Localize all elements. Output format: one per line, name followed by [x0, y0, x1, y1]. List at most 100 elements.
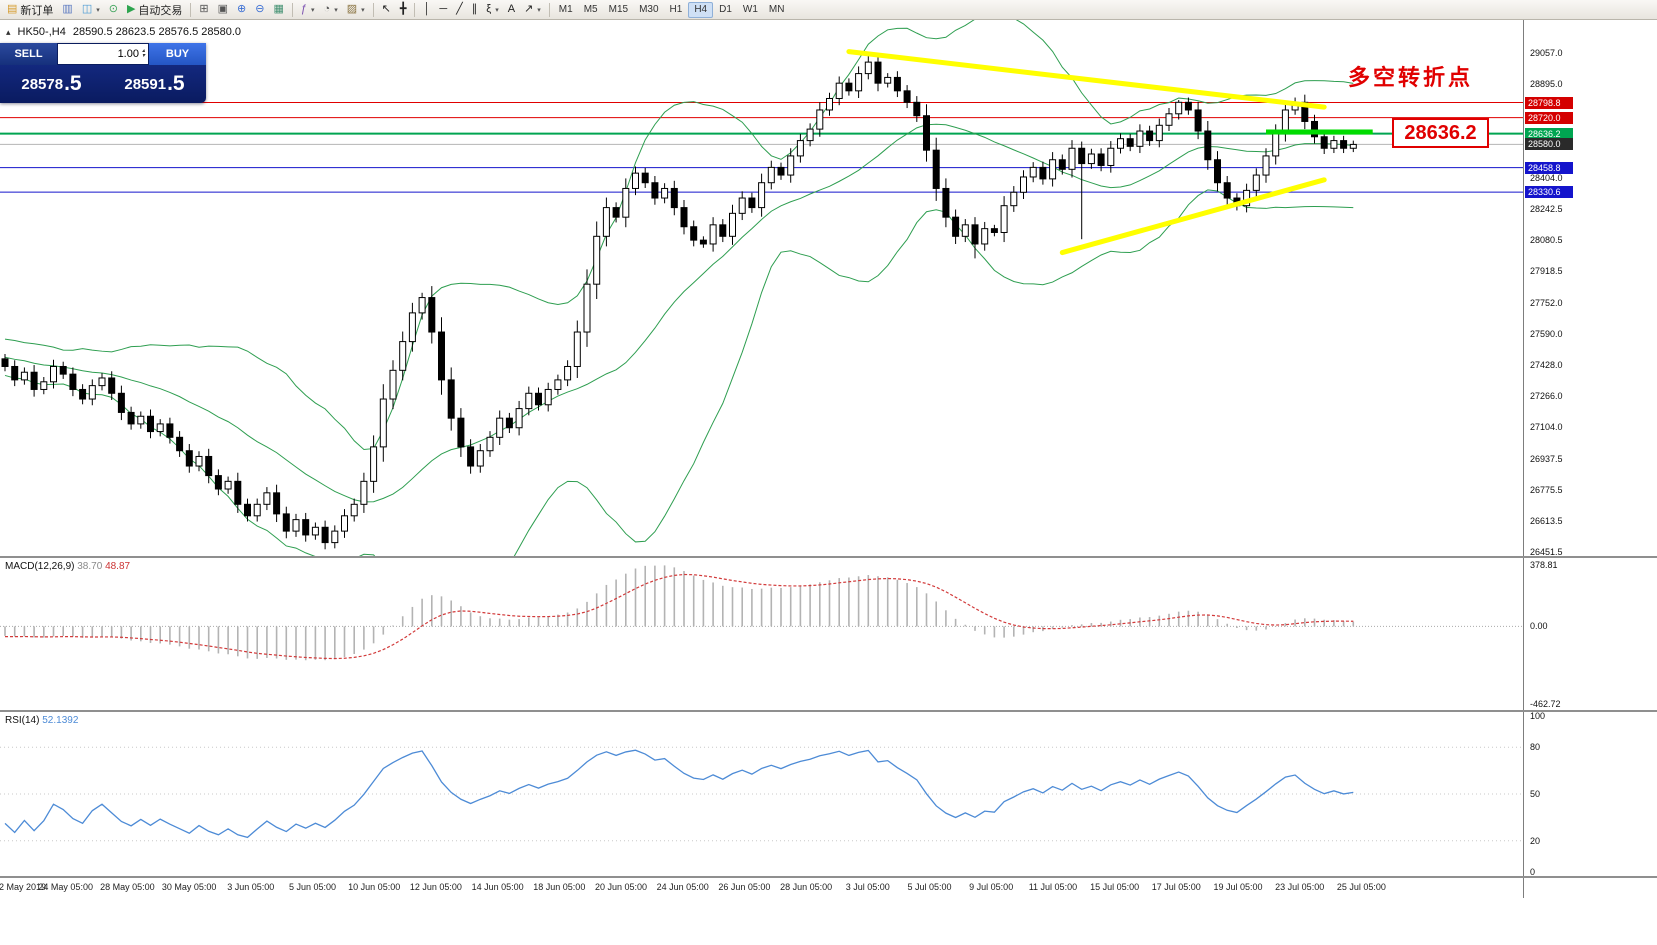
text-label-button[interactable]: A [504, 1, 519, 18]
candle[interactable] [864, 54, 872, 80]
candles-layer[interactable] [1, 53, 1357, 550]
candle[interactable] [932, 137, 940, 201]
candle[interactable] [108, 371, 116, 400]
zoom-out-button[interactable]: ⊖ [251, 1, 268, 18]
candle[interactable] [855, 66, 863, 99]
candle[interactable] [1194, 101, 1202, 140]
candle[interactable] [1010, 186, 1018, 212]
candle[interactable] [282, 506, 290, 539]
candle[interactable] [971, 217, 979, 259]
volume-stepper[interactable]: ▴ ▾ [142, 48, 145, 59]
candle[interactable] [1262, 148, 1270, 183]
candle[interactable] [263, 487, 271, 511]
profiles-button[interactable]: ◫ ▾ [78, 1, 104, 18]
candle[interactable] [1049, 152, 1057, 187]
volume-field[interactable]: 1.00 ▴ ▾ [57, 43, 149, 65]
candle[interactable] [331, 525, 339, 549]
candle[interactable] [40, 377, 48, 395]
candlestick-chart[interactable] [0, 20, 1523, 556]
candle[interactable] [476, 444, 484, 473]
sell-price[interactable]: 28578.5 [0, 65, 103, 103]
candle[interactable] [923, 104, 930, 162]
candle[interactable] [418, 292, 426, 320]
refresh-button[interactable]: ⊙ [105, 1, 122, 18]
candle[interactable] [1155, 118, 1163, 148]
candle[interactable] [137, 411, 145, 429]
candle[interactable] [1029, 162, 1037, 183]
candle[interactable] [835, 76, 843, 106]
candle[interactable] [147, 409, 154, 439]
candle[interactable] [1087, 148, 1095, 169]
candle[interactable] [486, 431, 494, 457]
candle[interactable] [1078, 141, 1086, 240]
candle[interactable] [234, 472, 242, 513]
rsi-panel[interactable]: RSI(14) 52.1392 [0, 712, 1523, 876]
trendline-button[interactable]: ╱ [452, 1, 467, 18]
candle[interactable] [1136, 124, 1144, 154]
candle[interactable] [1214, 151, 1221, 192]
candle[interactable] [253, 498, 261, 522]
candle[interactable] [1349, 140, 1357, 153]
cascade-windows-button[interactable]: ▣ [214, 1, 232, 18]
panel-separator[interactable] [0, 710, 1657, 712]
timeframe-w1-button[interactable]: W1 [742, 4, 758, 15]
candle[interactable] [796, 133, 804, 163]
candle[interactable] [11, 360, 19, 387]
candle[interactable] [20, 367, 28, 385]
candle[interactable] [1175, 100, 1183, 120]
candle[interactable] [1340, 135, 1348, 154]
tile-windows-button[interactable]: ⊞ [195, 1, 212, 18]
candle[interactable] [670, 180, 678, 216]
timeframe-d1-button[interactable]: D1 [719, 4, 732, 15]
candle[interactable] [573, 320, 581, 378]
candle[interactable] [593, 221, 601, 300]
candle[interactable] [1311, 114, 1318, 144]
candle[interactable] [1000, 196, 1008, 243]
candle[interactable] [321, 520, 329, 550]
vertical-line-button[interactable]: │ [419, 1, 434, 18]
candle[interactable] [874, 53, 882, 92]
candle[interactable] [515, 400, 523, 436]
candle[interactable] [224, 476, 232, 494]
candle[interactable] [787, 148, 795, 183]
candle[interactable] [389, 360, 397, 410]
autotrading-button[interactable]: ▶ 自动交易 [123, 1, 186, 18]
main-chart-panel[interactable]: ▴ HK50-,H4 28590.5 28623.5 28576.5 28580… [0, 20, 1523, 556]
candle[interactable] [748, 192, 756, 213]
macd-panel[interactable]: MACD(12,26,9) 38.70 48.87 [0, 558, 1523, 710]
candle[interactable] [719, 219, 727, 243]
candle[interactable] [767, 160, 775, 190]
candle[interactable] [903, 85, 911, 109]
horizontal-line-button[interactable]: ─ [435, 1, 451, 18]
candle[interactable] [50, 359, 57, 389]
candle[interactable] [758, 173, 766, 217]
price-callout[interactable]: 28636.2 [1392, 118, 1489, 148]
candle[interactable] [952, 209, 960, 244]
candle[interactable] [1117, 133, 1124, 154]
candle[interactable] [496, 410, 504, 445]
arrows-button[interactable]: ↗ ▾ [520, 1, 545, 18]
buy-price[interactable]: 28591.5 [103, 65, 206, 103]
candle[interactable] [690, 220, 698, 247]
yellow-trendline-2[interactable] [1059, 177, 1327, 256]
candle[interactable] [408, 302, 416, 352]
candle[interactable] [564, 360, 572, 387]
candle[interactable] [1058, 154, 1066, 175]
candle[interactable] [990, 224, 998, 237]
charts-button[interactable]: ▥ [58, 1, 76, 18]
candle[interactable] [738, 191, 746, 221]
candle[interactable] [1068, 140, 1076, 178]
candle[interactable] [1146, 125, 1154, 146]
candle[interactable] [845, 78, 853, 96]
candle[interactable] [350, 498, 358, 522]
candle[interactable] [1281, 101, 1289, 142]
timeframe-m1-button[interactable]: M1 [558, 4, 573, 15]
candle[interactable] [602, 197, 610, 247]
candle[interactable] [961, 219, 969, 243]
timeframe-m15-button[interactable]: M15 [608, 4, 629, 15]
candle[interactable] [69, 367, 77, 397]
candle[interactable] [127, 406, 135, 430]
candle[interactable] [1204, 120, 1212, 170]
candle[interactable] [156, 419, 164, 437]
one-click-collapse-icon[interactable]: ▴ [6, 26, 11, 37]
